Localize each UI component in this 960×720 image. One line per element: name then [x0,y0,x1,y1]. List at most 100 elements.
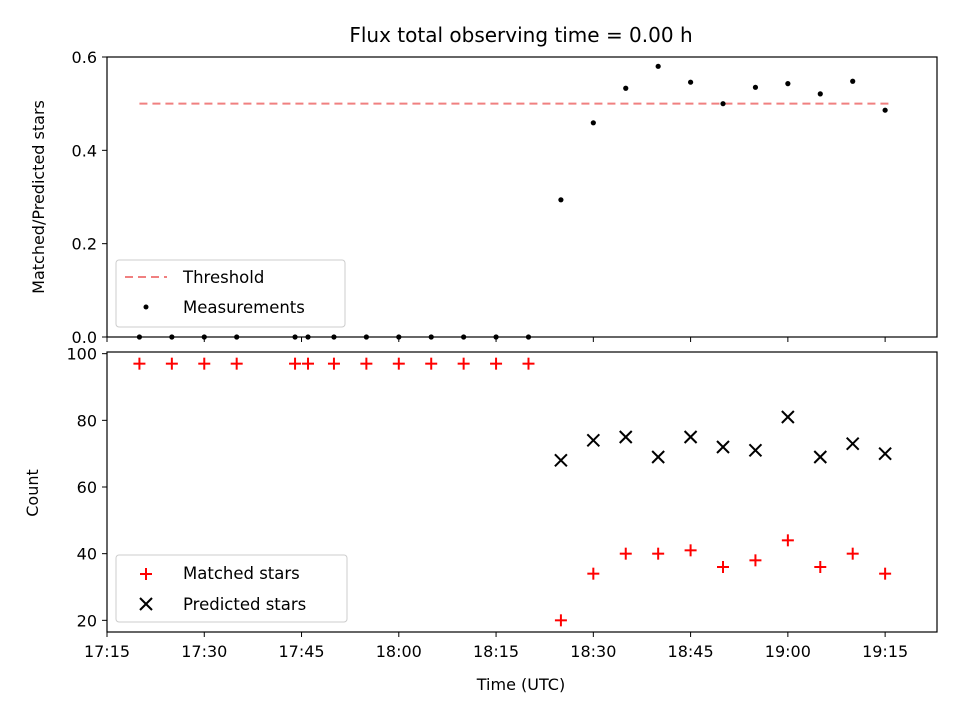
bottom-y-tick-label: 60 [77,478,97,497]
matched-star-point [717,561,730,573]
matched-star-point [457,357,470,370]
bottom-y-tick-label: 20 [77,611,97,630]
matched-star-point [302,357,315,370]
x-tick-label: 17:30 [181,642,227,661]
measurement-point [305,334,311,340]
matched-star-point [165,357,178,370]
bottom-legend-box [115,554,348,623]
predicted-star-marker-b [813,450,827,464]
measurement-point [136,334,143,340]
matched-star-point [360,357,373,370]
top-legend-box [115,259,346,328]
matched-star-point [327,357,340,370]
chart-title: Flux total observing time = 0.00 h [349,23,692,47]
measurement-point [687,79,694,85]
predicted-star-point [554,453,568,468]
predicted-star-point [619,430,633,444]
matched-star-point [749,554,762,567]
bottom-y-tick-label: 40 [77,545,97,564]
bottom-plot-frame [106,351,938,633]
top-legend: Threshold Measurements [115,259,346,328]
predicted-star-marker-b [619,430,633,444]
top-plot-frame [106,56,938,338]
measurement-point [493,334,499,340]
predicted-star-marker-b [683,430,698,444]
legend-entry-matched-stars: Matched stars [183,564,300,583]
predicted-star-point [716,440,730,454]
bottom-y-axis-label: Count [23,469,42,517]
measurement-point [720,101,726,107]
matched-star-point [490,357,503,370]
bottom-y-tick-label: 100 [66,345,97,364]
legend-entry-predicted-stars: Predicted stars [183,595,306,614]
x-tick-label: 19:00 [765,642,811,661]
predicted-star-point [586,433,601,448]
measurement-point [882,107,888,113]
measurement-point [623,85,629,91]
bottom-y-axis: 20 40 60 80 100 [66,345,107,630]
measurement-point [752,84,759,90]
matched-star-point [587,567,600,580]
predicted-star-marker-b [716,440,730,454]
matched-star-point [781,534,794,547]
matched-stars-series [133,357,892,627]
x-axis-label: Time (UTC) [476,675,565,694]
matched-star-point [198,357,211,370]
matched-star-point [392,357,405,370]
predicted-star-point [813,450,827,464]
top-y-tick-label: 0.2 [72,235,97,254]
measurement-point [169,334,175,340]
predicted-star-point [878,446,892,461]
measurement-point [363,334,369,340]
predicted-star-point [683,430,698,444]
predicted-star-marker-b [878,446,892,461]
measurement-point [558,197,564,203]
matched-star-point [619,547,632,560]
measurement-point [428,334,434,340]
matched-star-point [425,357,438,370]
matched-star-point [554,614,567,627]
matched-star-point [133,357,146,370]
top-panel: 0.0 0.2 0.4 0.6 Matched/Predicted stars Thr… [29,48,938,347]
predicted-star-point [845,436,860,451]
top-y-axis: 0.0 0.2 0.4 0.6 [72,48,107,347]
bottom-x-axis: 17:15 17:30 17:45 18:00 18:15 18:30 18:45 19:00… [84,632,908,661]
measurement-point [461,334,467,340]
predicted-star-point [748,443,763,458]
measurement-point [850,78,856,84]
measurement-point [525,334,532,340]
predicted-legend-swatch [139,597,153,611]
x-tick-label: 18:45 [668,642,714,661]
measurement-point [292,334,298,340]
measurement-point [785,81,791,87]
measurement-point [201,334,207,340]
top-y-tick-label: 0.4 [72,141,97,160]
top-y-axis-label: Matched/Predicted stars [29,100,48,294]
predicted-star-marker-b [781,410,795,424]
x-tick-label: 17:45 [278,642,324,661]
matched-star-point [230,357,243,370]
matched-star-point [289,357,302,370]
measurements-series [136,63,888,340]
bottom-legend: Matched stars Predicted stars [115,554,348,623]
legend-entry-measurements: Measurements [183,298,305,317]
predicted-star-point [781,410,795,424]
top-y-tick-label: 0.0 [72,328,97,347]
predicted-star-marker-b [748,443,763,458]
matched-star-point [846,547,859,560]
top-y-tick-label: 0.6 [72,48,97,67]
legend-entry-threshold: Threshold [182,268,264,287]
x-tick-label: 19:15 [862,642,908,661]
predicted-star-marker-b [554,453,568,468]
bottom-panel: 20 40 60 80 100 17:15 17:30 17:45 18:00 18:15 18:… [23,345,938,694]
measurement-point [331,334,337,340]
matched-star-point [879,567,892,580]
x-tick-label: 18:30 [570,642,616,661]
matched-star-point [522,357,535,370]
predicted-star-marker-b [651,450,665,464]
measurement-point [590,120,596,126]
predicted-star-marker-b [845,436,860,451]
measurement-point [655,63,661,69]
x-tick-label: 18:00 [376,642,422,661]
